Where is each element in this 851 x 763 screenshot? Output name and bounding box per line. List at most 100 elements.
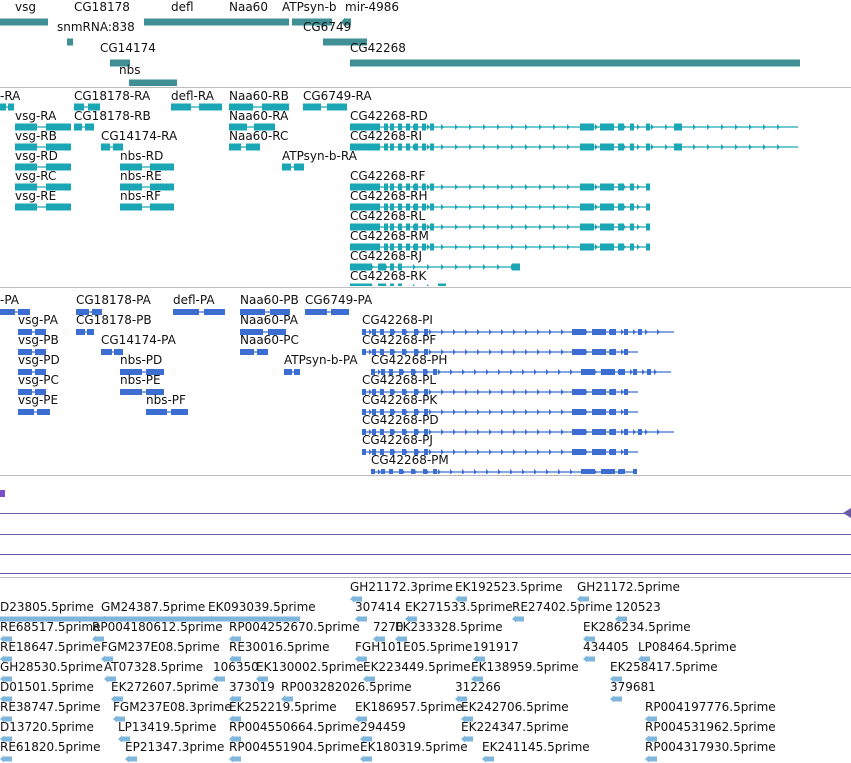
transcript-label-cg6749-ra[interactable]: CG6749-RA	[303, 89, 372, 103]
est-glyph-106350-25[interactable]	[213, 673, 229, 685]
protein-label-vsg-pd[interactable]: vsg-PD	[18, 353, 60, 367]
transcript-label-cg42268-ri[interactable]: CG42268-RI	[350, 129, 423, 143]
gene-glyph-snmrna-838[interactable]	[63, 36, 77, 48]
est-glyph-434405-21[interactable]	[583, 653, 599, 665]
est-glyph-ek258417-5prime-29[interactable]	[610, 673, 626, 685]
protein-label-cg18178-pa[interactable]: CG18178-PA	[76, 293, 151, 307]
est-label-ek241145-5prime[interactable]: EK241145.5prime	[482, 740, 590, 754]
protein-glyph-cg42268-pd[interactable]	[358, 426, 678, 438]
protein-label-nbs-pd[interactable]: nbs-PD	[120, 353, 163, 367]
protein-label-nbs-pf[interactable]: nbs-PF	[146, 393, 186, 407]
protein-glyph-cg6749-pa[interactable]	[301, 306, 353, 318]
gene-label-cg6749[interactable]: CG6749	[303, 20, 352, 34]
transcript-label-vsg-rb[interactable]: vsg-RB	[15, 129, 57, 143]
est-glyph-re61820-5prime-48[interactable]	[0, 753, 16, 763]
protein-label-vsg-pe[interactable]: vsg-PE	[18, 393, 59, 407]
transcript-label-vsg-rc[interactable]: vsg-RC	[15, 169, 57, 183]
transcript-label-cg14174-ra[interactable]: CG14174-RA	[101, 129, 178, 143]
protein-glyph-naa60-pb[interactable]	[236, 306, 294, 318]
protein-label-cg6749-pa[interactable]: CG6749-PA	[305, 293, 373, 307]
transcript-glyph-defl-ra[interactable]	[167, 101, 225, 113]
est-label-ep21347-3prime[interactable]: EP21347.3prime	[125, 740, 225, 754]
transcript-glyph-atpsyn-b-ra[interactable]	[278, 161, 308, 173]
protein-label-cg42268-pm[interactable]: CG42268-PM	[371, 453, 449, 467]
est-label-re61820-5prime[interactable]: RE61820.5prime	[0, 740, 101, 754]
est-label-rp004180612-5prime[interactable]: RP004180612.5prime	[92, 620, 223, 634]
transcript-label-cg42268-rm[interactable]: CG42268-RM	[350, 229, 429, 243]
protein-label-naa60-pb[interactable]: Naa60-PB	[240, 293, 299, 307]
est-label-120523[interactable]: 120523	[615, 600, 661, 614]
gene-label-mir-4986[interactable]: mir-4986	[345, 0, 400, 14]
transcript-glyph-cg42268-rl[interactable]	[346, 221, 654, 233]
transcript-glyph-vsg-rd[interactable]	[11, 161, 75, 173]
est-label-rp004531962-5prime[interactable]: RP004531962.5prime	[645, 720, 776, 734]
protein-glyph-nbs-pf[interactable]	[142, 406, 192, 418]
transcript-label-cg42268-rf[interactable]: CG42268-RF	[350, 169, 426, 183]
est-glyph-rp004531962-5prime-47[interactable]	[645, 733, 661, 745]
est-glyph-gm24387-5prime-4[interactable]	[101, 613, 117, 625]
est-label-106350[interactable]: 106350	[213, 660, 259, 674]
est-glyph-ek272607-5prime-31[interactable]	[111, 693, 127, 705]
transcript-glyph-vsg-ra[interactable]	[11, 121, 75, 133]
est-glyph-lp13419-5prime-43[interactable]	[118, 733, 134, 745]
est-label-rp004551904-5prime[interactable]: RP004551904.5prime	[229, 740, 360, 754]
est-label-7270[interactable]: 7270	[373, 620, 404, 634]
est-glyph-rp004550664-5prime-44[interactable]	[229, 733, 245, 745]
transcript-glyph-vsg-rc[interactable]	[11, 181, 75, 193]
transcript-glyph-vsg-rb[interactable]	[11, 141, 75, 153]
est-label-ek271533-5prime[interactable]: EK271533.5prime	[405, 600, 513, 614]
est-label-307414[interactable]: 307414	[355, 600, 401, 614]
est-glyph-lp08464-5prime-22[interactable]	[638, 653, 654, 665]
transcript-glyph-naa60-ra[interactable]	[225, 121, 279, 133]
gene-glyph-vsg[interactable]	[0, 16, 52, 28]
est-label-ek138959-5prime[interactable]: EK138959.5prime	[471, 660, 579, 674]
est-label-ek180319-5prime[interactable]: EK180319.5prime	[360, 740, 468, 754]
est-label-re27402-5prime[interactable]: RE27402.5prime	[512, 600, 613, 614]
est-glyph-120523-9[interactable]	[615, 613, 631, 625]
est-glyph-294459-45[interactable]	[360, 733, 376, 745]
est-glyph-ek252219-5prime-38[interactable]	[229, 713, 245, 725]
gene-glyph-cg6749[interactable]	[319, 36, 371, 48]
transcript-glyph-cg42268-rd[interactable]	[346, 121, 802, 133]
est-glyph-fgm237e08-3prime-37[interactable]	[113, 713, 129, 725]
gene-label-vsg[interactable]: vsg	[15, 0, 36, 14]
transcript-label-atpsyn-b-ra[interactable]: ATPsyn-b-RA	[282, 149, 357, 163]
est-glyph-rp004317930-5prime-53[interactable]	[645, 753, 661, 763]
gene-label-defl[interactable]: defl	[171, 0, 194, 14]
est-label-ek130002-5prime[interactable]: EK130002.5prime	[256, 660, 364, 674]
protein-label-atpsyn-b-pa[interactable]: ATPsyn-b-PA	[284, 353, 358, 367]
est-label-ek272607-5prime[interactable]: EK272607.5prime	[111, 680, 219, 694]
transcript-label-cg42268-rh[interactable]: CG42268-RH	[350, 189, 428, 203]
protein-label-cg42268-pd[interactable]: CG42268-PD	[362, 413, 439, 427]
est-glyph-ek138959-5prime-28[interactable]	[471, 673, 487, 685]
est-label-379681[interactable]: 379681	[610, 680, 656, 694]
protein-label-vsg-pc[interactable]: vsg-PC	[18, 373, 59, 387]
protein-glyph-vsg-pe[interactable]	[14, 406, 54, 418]
transcript-label-ra[interactable]: -RA	[0, 89, 21, 103]
protein-label-cg42268-pf[interactable]: CG42268-PF	[362, 333, 437, 347]
est-glyph-ek242706-5prime-40[interactable]	[461, 713, 477, 725]
est-label-ek258417-5prime[interactable]: EK258417.5prime	[610, 660, 718, 674]
est-glyph-ek192523-5prime-1[interactable]	[455, 593, 471, 605]
alignment-line-0[interactable]	[0, 513, 851, 514]
est-label-gh28530-5prime[interactable]: GH28530.5prime	[0, 660, 103, 674]
est-glyph-fgh101e05-5prime-19[interactable]	[355, 653, 371, 665]
est-label-lp13419-5prime[interactable]: LP13419.5prime	[118, 720, 217, 734]
protein-glyph-vsg-pd[interactable]	[14, 366, 50, 378]
transcript-glyph-ra[interactable]	[0, 101, 18, 113]
transcript-glyph-nbs-re[interactable]	[116, 181, 178, 193]
protein-label-cg42268-pl[interactable]: CG42268-PL	[362, 373, 437, 387]
alignment-line-2[interactable]	[0, 554, 851, 555]
gene-glyph-mir-4986[interactable]	[341, 16, 355, 28]
transcript-label-vsg-re[interactable]: vsg-RE	[15, 189, 57, 203]
protein-label-defl-pa[interactable]: defl-PA	[173, 293, 215, 307]
protein-label-cg18178-pb[interactable]: CG18178-PB	[76, 313, 152, 327]
est-glyph-ek223449-5prime-27[interactable]	[363, 673, 379, 685]
transcript-glyph-naa60-rb[interactable]	[225, 101, 293, 113]
est-label-rp003282026-5prime[interactable]: RP003282026.5prime	[281, 680, 412, 694]
est-label-rp004197776-5prime[interactable]: RP004197776.5prime	[645, 700, 776, 714]
protein-glyph-cg18178-pa[interactable]	[72, 306, 106, 318]
est-glyph-gh21172-3prime-0[interactable]	[350, 593, 366, 605]
protein-label-naa60-pc[interactable]: Naa60-PC	[240, 333, 299, 347]
protein-glyph-nbs-pd[interactable]	[116, 366, 168, 378]
